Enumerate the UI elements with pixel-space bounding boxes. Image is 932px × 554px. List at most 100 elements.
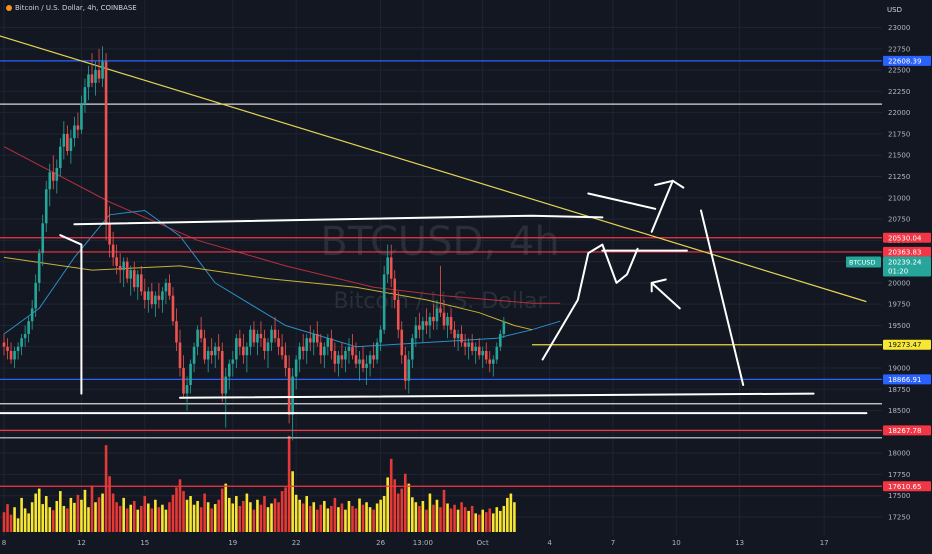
time-tick-label: 13:00 bbox=[413, 539, 433, 547]
price-tag bbox=[883, 246, 931, 257]
volume-bar bbox=[319, 504, 323, 532]
volume-bar bbox=[157, 507, 161, 532]
price-tag-label: 17610.65 bbox=[888, 483, 921, 491]
candle-body bbox=[245, 346, 249, 356]
volume-bar bbox=[122, 497, 125, 532]
volume-bar bbox=[372, 509, 375, 532]
volume-bar bbox=[330, 505, 333, 532]
candle-body bbox=[44, 189, 48, 224]
volume-bar bbox=[259, 504, 263, 532]
volume-bar bbox=[62, 505, 66, 532]
candle-body bbox=[132, 270, 136, 288]
candle-body bbox=[178, 342, 182, 369]
candle-body bbox=[446, 316, 449, 326]
candle-body bbox=[182, 368, 185, 394]
volume-bar bbox=[115, 502, 118, 532]
volume-bar bbox=[129, 504, 133, 532]
candle-body bbox=[301, 346, 305, 351]
volume-bar bbox=[291, 471, 294, 532]
price-tick-label: 18750 bbox=[888, 386, 910, 394]
price-tick-label: 17750 bbox=[888, 471, 910, 479]
candle-body bbox=[488, 359, 492, 364]
volume-bar bbox=[125, 508, 129, 532]
volume-bar bbox=[456, 509, 460, 532]
candle-body bbox=[48, 172, 52, 190]
candle-body bbox=[393, 278, 397, 300]
candle-body bbox=[425, 321, 428, 326]
volume-bar bbox=[263, 496, 266, 532]
price-tick-label: 23000 bbox=[888, 24, 910, 32]
volume-bar bbox=[382, 496, 386, 532]
candle-body bbox=[414, 325, 418, 339]
candle-body bbox=[6, 346, 9, 351]
hand-drawing-stroke bbox=[650, 281, 681, 310]
volume-bar bbox=[333, 497, 337, 532]
volume-bar bbox=[59, 491, 62, 532]
candle-body bbox=[196, 329, 199, 347]
volume-bar bbox=[90, 485, 94, 532]
volume-bar bbox=[189, 496, 192, 532]
volume-bar bbox=[499, 510, 502, 532]
price-tick-label: 19000 bbox=[888, 365, 910, 373]
volume-bar bbox=[41, 504, 45, 532]
last-price-countdown: 01:20 bbox=[888, 268, 908, 276]
candle-body bbox=[284, 355, 287, 369]
volume-bar bbox=[111, 493, 115, 532]
volume-bar bbox=[407, 483, 411, 532]
candle-body bbox=[157, 295, 161, 300]
candle-body bbox=[235, 338, 238, 360]
candle-body bbox=[266, 342, 270, 351]
hand-drawing-stroke bbox=[73, 214, 604, 226]
symbol-title: Bitcoin / U.S. Dollar, 4h, COINBASE bbox=[15, 4, 137, 12]
volume-bar bbox=[280, 491, 284, 532]
candle-body bbox=[347, 346, 351, 351]
candle-body bbox=[330, 338, 333, 351]
hand-drawing-stroke bbox=[541, 243, 639, 361]
price-tags: 22608.39 20530.04 20363.83 19273.47 18866.91… bbox=[846, 55, 931, 492]
candle-body bbox=[34, 282, 37, 309]
candle-body bbox=[13, 350, 16, 360]
volume-bar bbox=[425, 509, 428, 532]
candle-body bbox=[20, 338, 23, 347]
last-price-value: 20239.24 bbox=[888, 259, 922, 267]
volume-bar bbox=[235, 496, 238, 532]
candle-body bbox=[217, 346, 221, 351]
candle-body bbox=[154, 295, 157, 305]
symbol-legend[interactable]: Bitcoin / U.S. Dollar, 4h, COINBASE bbox=[6, 4, 137, 12]
price-tick-label: 19750 bbox=[888, 301, 910, 309]
candle-body bbox=[59, 146, 62, 168]
price-tick-label: 22000 bbox=[888, 109, 910, 117]
candle-body bbox=[396, 299, 400, 330]
candle-body bbox=[312, 333, 316, 343]
time-axis[interactable]: 8 12 15 19 22 26 13:00 Oct 4 7 10 13 17 bbox=[2, 539, 829, 547]
candle-body bbox=[421, 321, 425, 330]
candle-body bbox=[333, 350, 337, 364]
hand-drawing-stroke bbox=[700, 209, 745, 386]
moving-average-red bbox=[3, 146, 561, 304]
candle-body bbox=[273, 329, 277, 339]
price-tick-label: 17250 bbox=[888, 513, 910, 521]
volume-bar bbox=[6, 504, 9, 532]
candle-body bbox=[66, 133, 69, 151]
volume-bar bbox=[196, 501, 199, 532]
candle-body bbox=[467, 342, 470, 347]
volume-bar bbox=[178, 479, 182, 532]
volume-bar bbox=[411, 497, 414, 532]
hand-drawing-stroke bbox=[650, 179, 674, 233]
candle-body bbox=[358, 359, 361, 364]
volume-bar bbox=[249, 502, 252, 532]
candle-body bbox=[41, 223, 45, 254]
time-tick-label: 22 bbox=[292, 539, 301, 547]
volume-bar bbox=[224, 483, 228, 532]
candle-body bbox=[315, 333, 319, 343]
volume-bar bbox=[509, 493, 513, 532]
candle-body bbox=[192, 346, 196, 364]
volume-bar bbox=[231, 503, 235, 532]
candle-body bbox=[484, 350, 488, 360]
candle-body bbox=[164, 282, 168, 292]
candle-body bbox=[418, 325, 421, 330]
candle-body bbox=[108, 223, 111, 245]
price-tick-label: 22500 bbox=[888, 67, 910, 75]
